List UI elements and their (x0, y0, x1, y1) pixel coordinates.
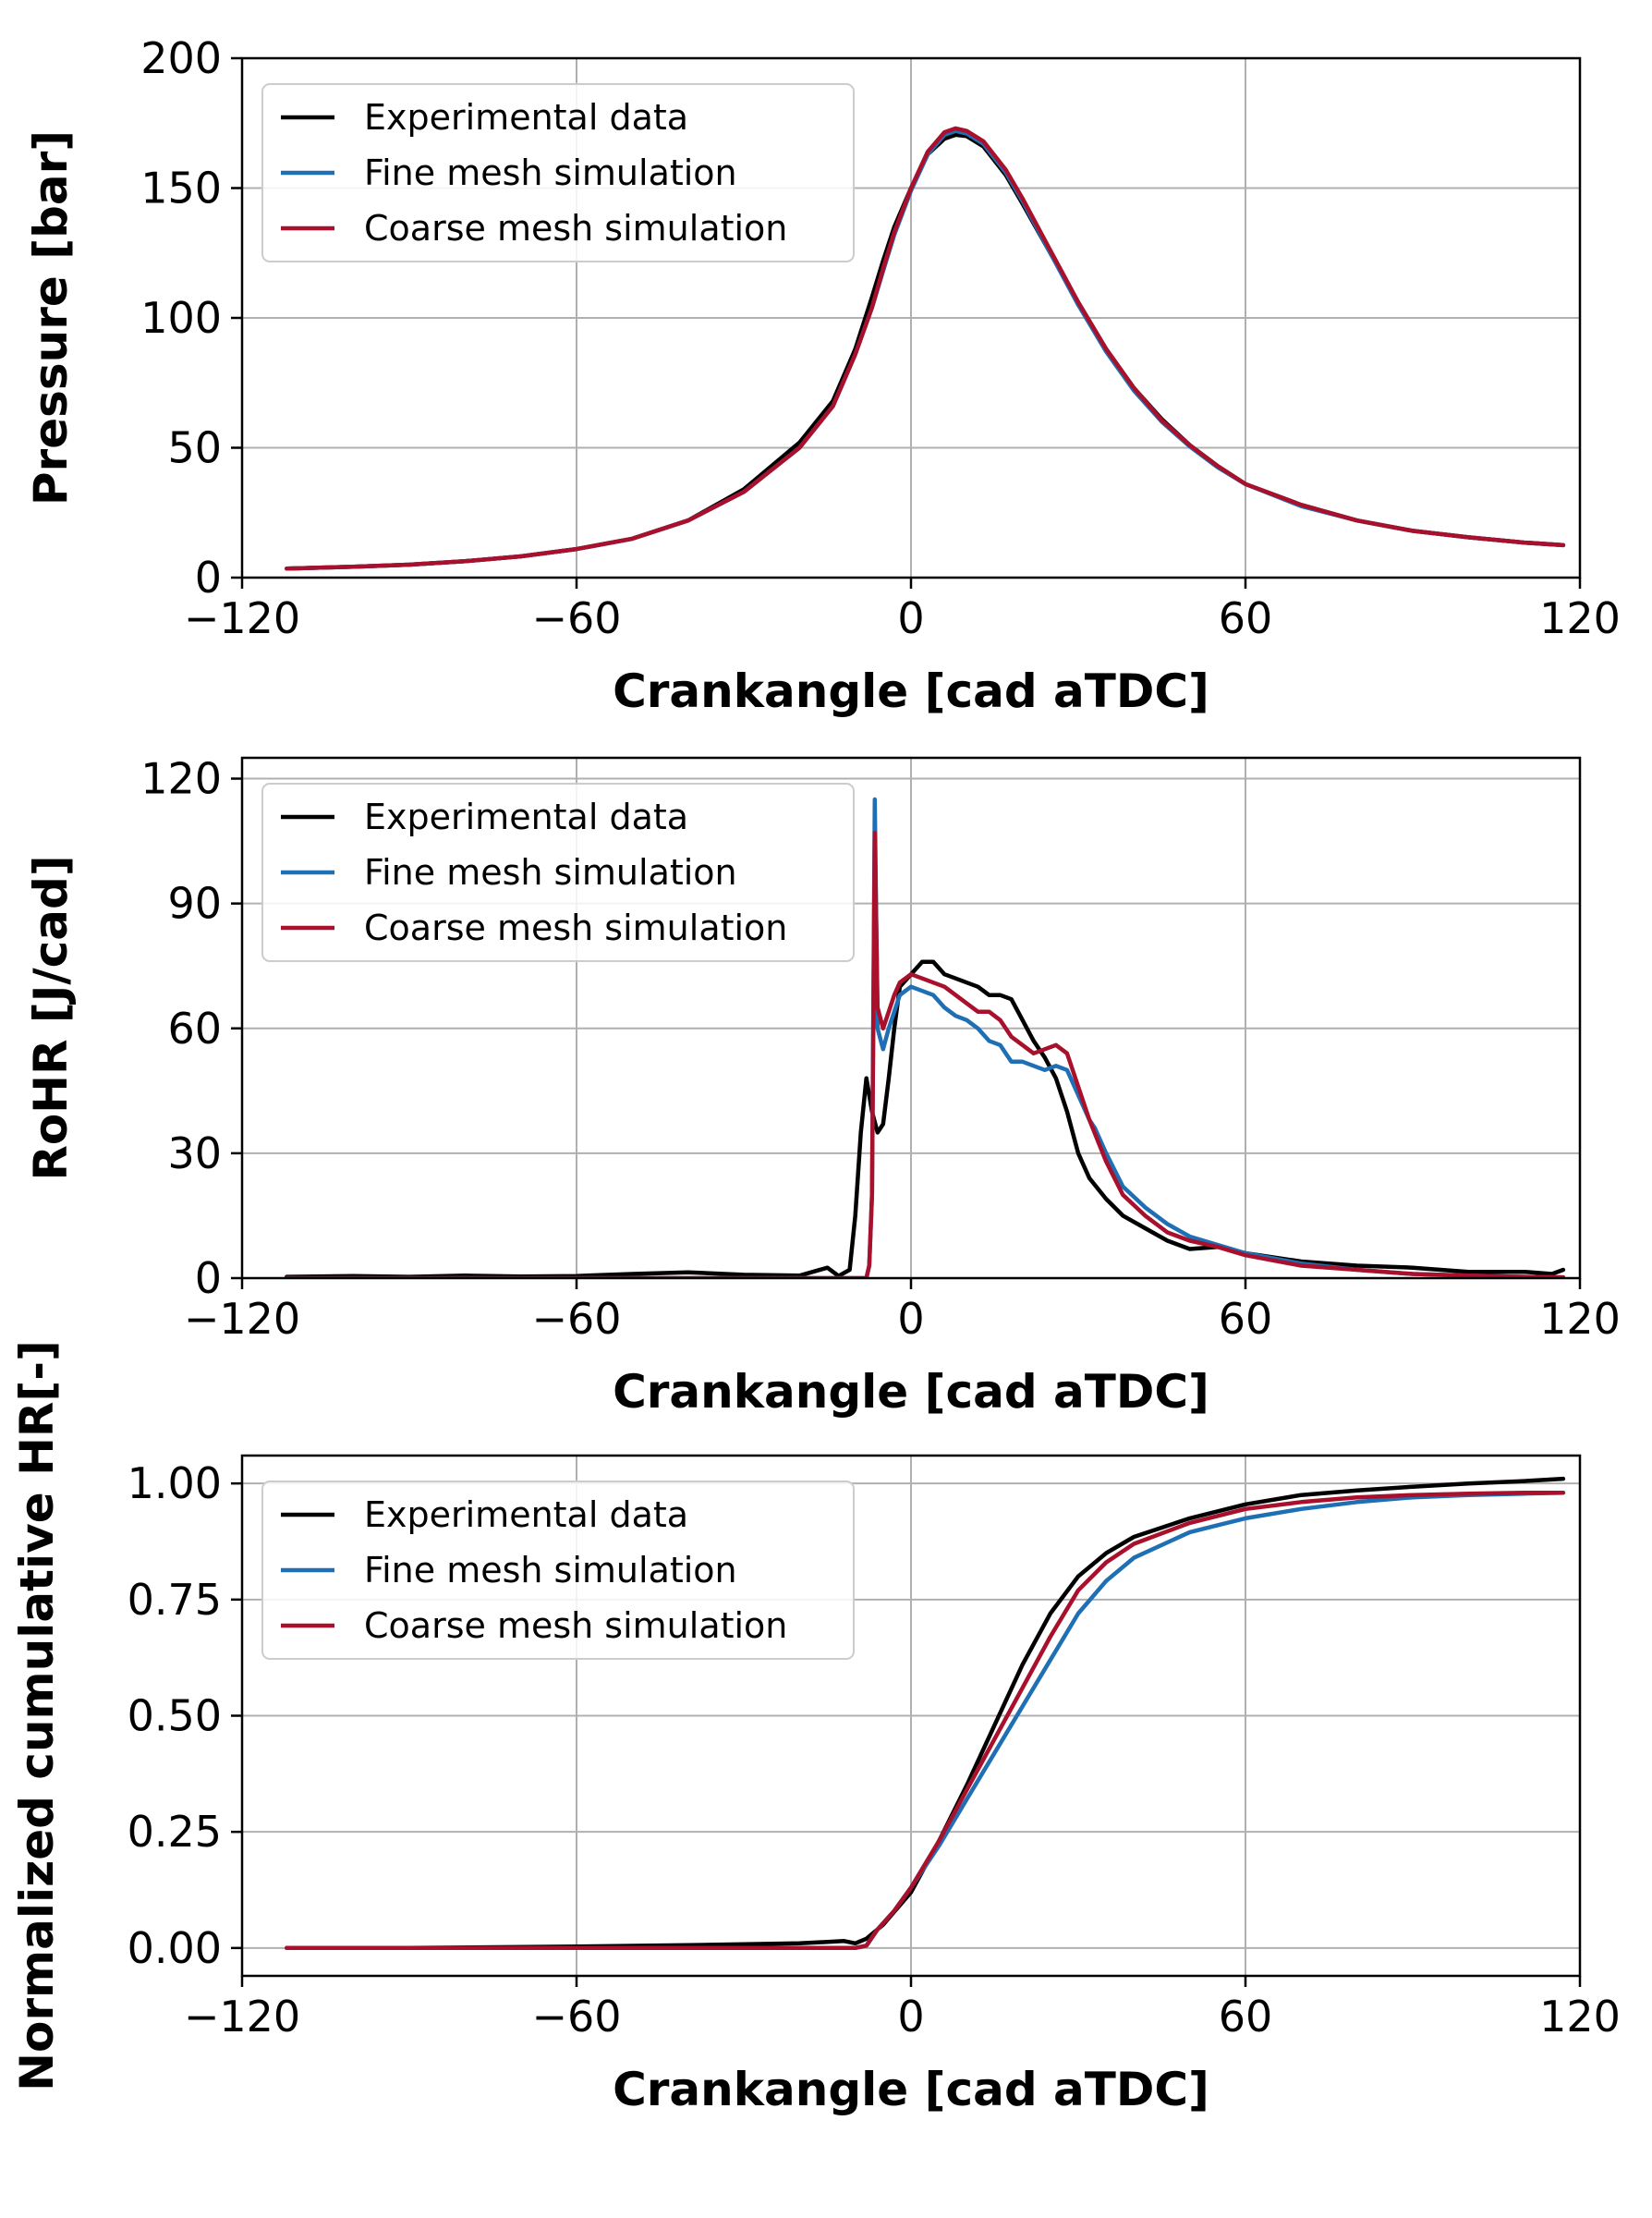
y-tick-label: 1.00 (128, 1458, 222, 1508)
y-tick-label: 60 (167, 1004, 222, 1054)
legend: Experimental data Fine mesh simulation Coa… (261, 83, 855, 262)
x-tick-label: −60 (531, 1294, 621, 1344)
x-tick-label: 0 (897, 1992, 924, 2041)
y-axis-title: Pressure [bar] (24, 130, 78, 506)
legend-label: Fine mesh simulation (364, 152, 737, 193)
legend: Experimental data Fine mesh simulation Coa… (261, 1481, 855, 1660)
x-axis-title: Crankangle [cad aTDC] (613, 1365, 1209, 1419)
y-tick-label: 100 (140, 293, 222, 343)
y-tick-label: 30 (167, 1128, 222, 1178)
y-tick-label: 0.75 (128, 1575, 222, 1625)
legend: Experimental data Fine mesh simulation Coa… (261, 783, 855, 962)
subplot-2: −120 −60 0 60 120 0 30 60 90 120 Crankangle [cad a… (24, 754, 1621, 1419)
y-tick-label: 0 (195, 1253, 222, 1303)
y-tick-label: 120 (140, 754, 222, 804)
x-axis-title: Crankangle [cad aTDC] (613, 664, 1209, 718)
x-axis-title: Crankangle [cad aTDC] (613, 2063, 1209, 2116)
legend-label: Coarse mesh simulation (364, 908, 787, 948)
x-tick-label: 120 (1539, 1992, 1621, 2041)
y-tick-label: 50 (167, 423, 222, 473)
series-group (285, 126, 1566, 571)
y-tick-label: 200 (140, 33, 222, 83)
legend-box (261, 83, 855, 262)
x-tick-label: −120 (184, 593, 300, 643)
subplot-1: −120 −60 0 60 120 0 50 100 150 200 Crankangle [cad… (24, 33, 1621, 718)
series-line-coarse-mesh-simulation (285, 830, 1566, 1278)
y-axis-title: RoHR [J/cad] (24, 855, 78, 1180)
x-tick-label: 60 (1219, 593, 1273, 643)
x-tick-label: −60 (531, 1992, 621, 2041)
legend-label: Experimental data (364, 1494, 688, 1535)
y-tick-label: 0.50 (128, 1691, 222, 1741)
legend-label: Experimental data (364, 797, 688, 837)
legend-box (261, 783, 855, 962)
y-tick-label: 0.25 (128, 1807, 222, 1857)
x-tick-label: 120 (1539, 1294, 1621, 1344)
x-tick-label: 0 (897, 1294, 924, 1344)
legend-label: Experimental data (364, 97, 688, 138)
x-tick-label: 0 (897, 593, 924, 643)
y-tick-label: 150 (140, 164, 222, 213)
series-group (285, 1476, 1566, 1951)
series-line-coarse-mesh-simulation (285, 126, 1566, 571)
x-tick-label: −120 (184, 1992, 300, 2041)
legend-label: Fine mesh simulation (364, 1550, 737, 1590)
x-tick-label: 60 (1219, 1294, 1273, 1344)
y-axis-title: Normalized cumulative HR[-] (10, 1340, 64, 2091)
legend-label: Coarse mesh simulation (364, 1605, 787, 1646)
y-tick-label: 90 (167, 879, 222, 929)
x-tick-label: −120 (184, 1294, 300, 1344)
x-tick-label: −60 (531, 593, 621, 643)
y-tick-label: 0 (195, 553, 222, 603)
x-tick-label: 120 (1539, 593, 1621, 643)
x-tick-label: 60 (1219, 1992, 1273, 2041)
series-line-experimental-data (285, 959, 1566, 1278)
legend-label: Fine mesh simulation (364, 852, 737, 893)
y-tick-label: 0.00 (128, 1923, 222, 1973)
series-line-coarse-mesh-simulation (285, 1490, 1566, 1951)
series-group (285, 797, 1566, 1278)
series-line-experimental-data (285, 1476, 1566, 1951)
legend-box (261, 1481, 855, 1660)
subplot-3: −120 −60 0 60 120 0.00 0.25 0.50 0.75 1.00 Crankan… (10, 1340, 1621, 2116)
legend-label: Coarse mesh simulation (364, 208, 787, 249)
